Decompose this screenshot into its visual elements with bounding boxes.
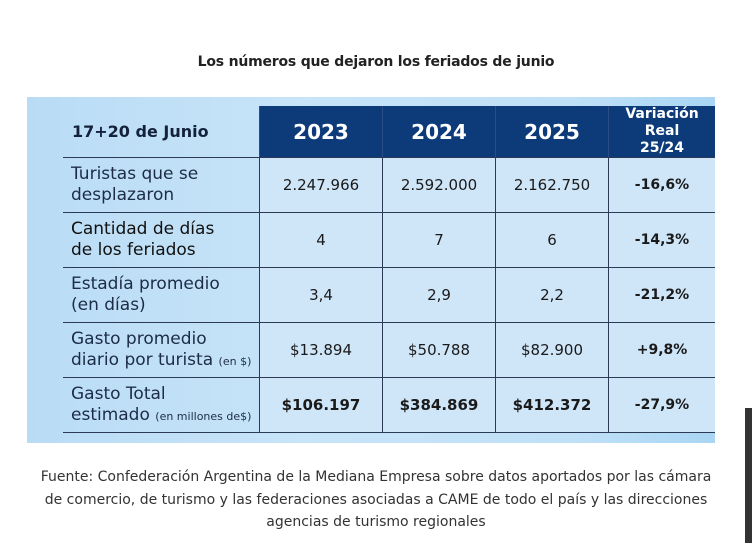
row-label-tourists: Turistas que se desplazaron [63,157,260,213]
row-label-line1: Cantidad de días [71,219,215,239]
row-label-unit-note: (en millones de$) [155,409,252,423]
cell-2025: 2,2 [495,267,609,323]
row-label-line2: diario por turista [71,349,214,370]
cell-2023: 2.247.966 [259,157,383,213]
row-label-holiday-days: Cantidad de días de los feriados [63,212,260,268]
cell-variation: -14,3% [608,212,715,268]
cell-variation: +9,8% [608,322,715,378]
row-label-line2: estimado [71,404,150,425]
cell-2023: $13.894 [259,322,383,378]
infographic-title: Los números que dejaron los feriados de … [197,54,555,70]
cell-variation: -21,2% [608,267,715,323]
row-label-line2: desplazaron [71,185,175,205]
table-row: Cantidad de días de los feriados 4 7 6 -… [63,212,715,268]
row-label-line2: (en días) [71,295,146,315]
row-label-total-spend: Gasto Total estimado (en millones de$) [63,377,260,433]
table-header-row: 17+20 de Junio 2023 2024 2025 Variación … [63,106,715,158]
row-label-line1: Gasto Total [71,383,166,404]
cell-2025: $412.372 [495,377,609,433]
header-year-2025: 2025 [495,106,609,158]
scrollbar-edge[interactable] [745,408,752,543]
row-label-unit-note: (en $) [218,354,252,368]
cell-variation: -27,9% [608,377,715,433]
cell-2023: 3,4 [259,267,383,323]
cell-2023: $106.197 [259,377,383,433]
row-label-line1: Estadía promedio [71,274,220,294]
table-row: Turistas que se desplazaron 2.247.966 2.… [63,157,715,213]
row-label-line2: de los feriados [71,240,196,260]
row-label-daily-spend: Gasto promedio diario por turista (en $) [63,322,260,378]
table-row: Gasto Total estimado (en millones de$) $… [63,377,715,433]
source-caption: Fuente: Confederación Argentina de la Me… [0,466,752,534]
source-line-3: agencias de turismo regionales [266,514,486,530]
header-variation: Variación Real 25/24 [608,106,715,158]
row-label-line2-wrap: diario por turista (en $) [71,350,259,372]
source-line-1: Fuente: Confederación Argentina de la Me… [40,469,712,485]
header-variation-line2: 25/24 [639,140,685,156]
cell-2025: 6 [495,212,609,268]
cell-2023: 4 [259,212,383,268]
header-variation-line1: Variación Real [625,106,699,139]
row-label-line2-wrap: estimado (en millones de$) [71,405,259,427]
cell-2024: $384.869 [382,377,496,433]
row-label-line1: Gasto promedio [71,328,207,349]
source-line-2: de comercio, de turismo y las federacion… [44,491,708,508]
header-year-2023: 2023 [259,106,383,158]
cell-2024: 2,9 [382,267,496,323]
holiday-stats-table: 17+20 de Junio 2023 2024 2025 Variación … [63,106,715,433]
header-period-label: 17+20 de Junio [63,106,260,158]
header-year-2024: 2024 [382,106,496,158]
row-label-average-stay: Estadía promedio (en días) [63,267,260,323]
cell-2024: $50.788 [382,322,496,378]
table-row: Gasto promedio diario por turista (en $)… [63,322,715,378]
cell-2025: 2.162.750 [495,157,609,213]
cell-2024: 7 [382,212,496,268]
cell-2025: $82.900 [495,322,609,378]
table-row: Estadía promedio (en días) 3,4 2,9 2,2 -… [63,267,715,323]
cell-2024: 2.592.000 [382,157,496,213]
row-label-line1: Turistas que se [71,164,199,184]
cell-variation: -16,6% [608,157,715,213]
